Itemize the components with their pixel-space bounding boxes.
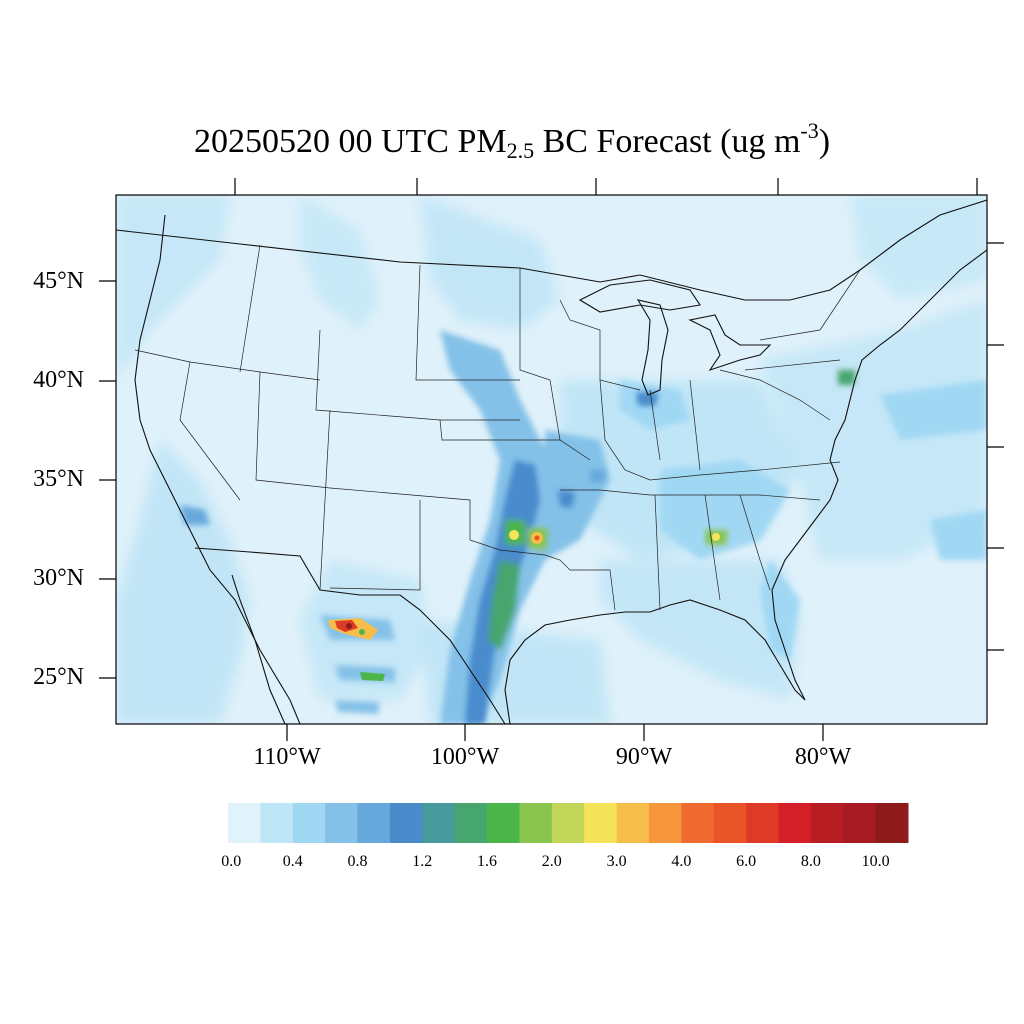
lon-label-100w: 100°W bbox=[430, 744, 500, 770]
colorbar-swatch bbox=[810, 803, 844, 843]
colorbar-label: 1.2 bbox=[412, 853, 433, 870]
colorbar-swatch bbox=[843, 803, 877, 843]
colorbar-swatch bbox=[422, 803, 456, 843]
hotspot-atlanta bbox=[712, 533, 720, 541]
map-field bbox=[116, 195, 987, 724]
concentration-hotspots bbox=[328, 530, 720, 681]
map-frame bbox=[115, 194, 988, 725]
colorbar-swatch bbox=[228, 803, 261, 843]
colorbar-label: 1.6 bbox=[477, 853, 498, 870]
colorbar-swatch bbox=[519, 803, 553, 843]
lat-label-35n: 35°N bbox=[33, 466, 84, 492]
colorbar-swatch bbox=[260, 803, 294, 843]
lon-label-80w: 80°W bbox=[794, 744, 852, 770]
colorbar-label: 8.0 bbox=[800, 853, 821, 870]
colorbar-swatch bbox=[778, 803, 812, 843]
colorbar-label: 10.0 bbox=[861, 853, 890, 870]
lat-label-45n: 45°N bbox=[33, 268, 84, 294]
mexico-border bbox=[194, 547, 506, 724]
great-lakes-michigan bbox=[636, 299, 669, 396]
state-borders bbox=[134, 244, 861, 611]
colorbar-swatch bbox=[325, 803, 359, 843]
colorbar-swatch bbox=[875, 803, 909, 843]
colorbar-swatch bbox=[648, 803, 682, 843]
canada-border bbox=[116, 199, 987, 301]
concentration-high-areas bbox=[465, 370, 856, 724]
colorbar-swatch bbox=[713, 803, 747, 843]
colorbar-swatch bbox=[389, 803, 423, 843]
colorbar-label: 3.0 bbox=[606, 853, 627, 870]
map-title: 20250520 00 UTC PM2.5 BC Forecast (ug m-… bbox=[193, 118, 831, 163]
colorbar-label: 4.0 bbox=[671, 853, 692, 870]
great-lakes-superior bbox=[578, 279, 701, 313]
lon-label-110w: 110°W bbox=[253, 744, 321, 770]
colorbar-label: 6.0 bbox=[736, 853, 757, 870]
hotspot-oklahoma-core bbox=[534, 535, 540, 541]
lat-label-30n: 30°N bbox=[33, 565, 84, 591]
baja-coast bbox=[231, 574, 286, 724]
great-lakes-huron-erie bbox=[688, 314, 772, 372]
colorbar-swatch bbox=[616, 803, 650, 843]
map-boundaries bbox=[116, 199, 987, 724]
colorbar-swatch bbox=[746, 803, 779, 843]
colorbar-label: 2.0 bbox=[541, 853, 562, 870]
colorbar-label: 0.8 bbox=[347, 853, 368, 870]
colorbar-swatch bbox=[357, 803, 391, 843]
hotspot-mexico-fire-peak bbox=[346, 623, 352, 629]
colorbar-label: 0.0 bbox=[221, 853, 242, 870]
lat-label-40n: 40°N bbox=[33, 367, 84, 393]
colorbar-label: 0.4 bbox=[282, 853, 303, 870]
hotspot-oklahoma-a bbox=[509, 530, 519, 540]
colorbar-swatch bbox=[292, 803, 326, 843]
colorbar bbox=[228, 803, 909, 843]
lon-label-90w: 90°W bbox=[615, 744, 673, 770]
mexico-gulf-coast bbox=[504, 249, 987, 724]
colorbar-swatch bbox=[584, 803, 618, 843]
colorbar-swatch bbox=[487, 803, 520, 843]
lat-label-25n: 25°N bbox=[33, 664, 84, 690]
colorbar-swatch bbox=[551, 803, 585, 843]
map-ticks bbox=[99, 178, 1004, 741]
colorbar-swatch bbox=[454, 803, 488, 843]
colorbar-swatch bbox=[681, 803, 715, 843]
west-coastline bbox=[134, 214, 301, 724]
